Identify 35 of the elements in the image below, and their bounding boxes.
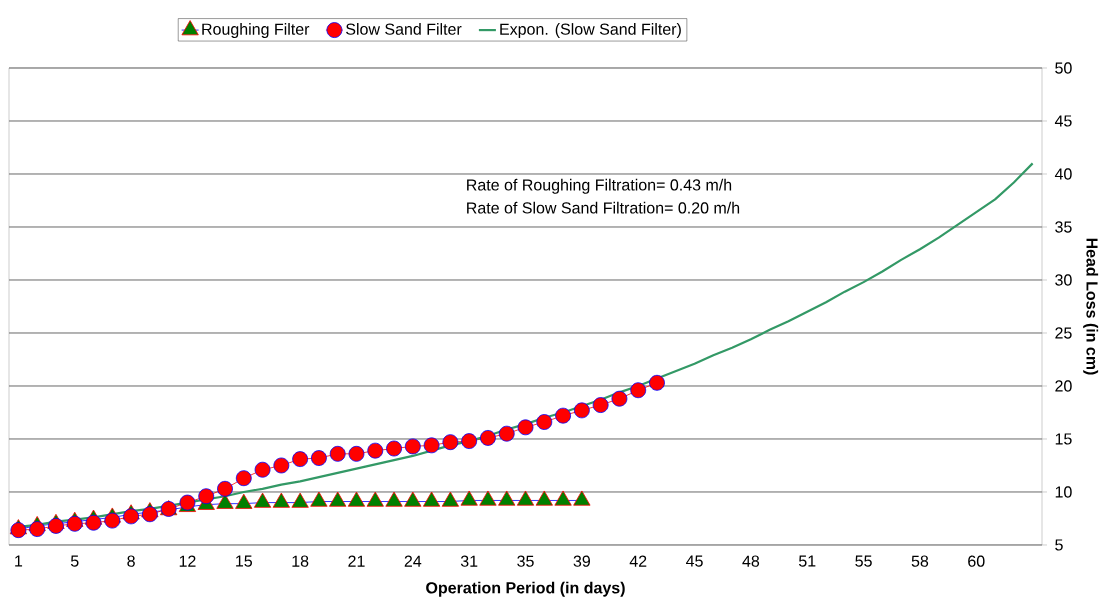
x-tick-label: 39 — [573, 555, 590, 567]
y-tick-label: 20 — [1055, 380, 1072, 392]
x-tick-label: 8 — [127, 555, 135, 567]
x-axis-title: Operation Period (in days) — [426, 581, 625, 597]
x-tick-label: 12 — [179, 555, 196, 567]
x-tick-label: 55 — [855, 555, 872, 567]
y-tick-label: 45 — [1054, 115, 1072, 127]
x-tick-label: 35 — [517, 555, 534, 567]
legend-label: Roughing Filter — [202, 23, 310, 39]
annotation: Rate of Roughing Filtration= 0.43 m/h — [467, 178, 732, 194]
x-tick-label: 1 — [15, 555, 23, 567]
x-tick-label: 15 — [236, 555, 253, 567]
x-tick-label: 18 — [292, 555, 309, 567]
x-tick-label: 31 — [460, 555, 478, 567]
y-tick-label: 15 — [1055, 433, 1072, 445]
y-tick-label: 35 — [1055, 221, 1072, 233]
x-tick-label: 5 — [70, 555, 79, 567]
x-tick-label: 45 — [686, 555, 703, 567]
y-tick-label: 50 — [1055, 62, 1072, 74]
y-tick-label: 40 — [1054, 168, 1072, 180]
x-tick-label: 42 — [629, 555, 647, 567]
y-axis-title: Head Loss (in cm) — [1083, 238, 1099, 375]
y-tick-label: 25 — [1055, 327, 1072, 339]
y-tick-label: 30 — [1055, 274, 1072, 286]
x-tick-label: 48 — [742, 555, 760, 567]
annotation: Rate of Slow Sand Filtration= 0.20 m/h — [467, 201, 740, 214]
x-tick-label: 21 — [348, 555, 365, 567]
legend-label: Expon. (Slow Sand Filter) — [500, 23, 681, 39]
y-tick-label: 10 — [1055, 486, 1072, 498]
legend-label: Slow Sand Filter — [346, 23, 462, 35]
y-tick-label: 5 — [1055, 539, 1063, 551]
x-tick-label: 51 — [798, 555, 816, 567]
x-tick-label: 58 — [911, 555, 929, 567]
x-tick-label: 60 — [968, 555, 985, 567]
x-tick-label: 24 — [404, 555, 422, 567]
